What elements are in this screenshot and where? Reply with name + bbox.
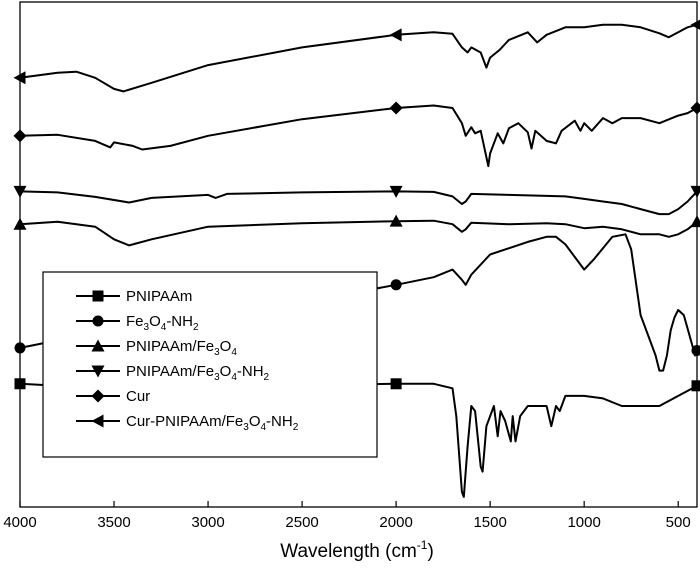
- x-axis-title: Wavelength (cm-1): [280, 538, 434, 562]
- series-5-marker-0: [13, 71, 26, 85]
- legend-marker-0: [92, 290, 104, 302]
- legend: PNIPAAmFe3O4-NH2PNIPAAm/Fe3O4PNIPAAm/Fe3…: [42, 271, 378, 458]
- legend-label-1-part-0: Fe: [126, 313, 144, 330]
- legend-label-0: PNIPAAm: [126, 288, 192, 305]
- legend-marker-3: [91, 365, 105, 378]
- legend-label-4: Cur: [126, 388, 150, 405]
- series-4-marker-0: [13, 129, 27, 143]
- legend-marker-5: [91, 414, 104, 428]
- series-2-marker-2: [690, 215, 700, 228]
- legend-label-1-part-3: 4: [161, 322, 167, 333]
- series-4-marker-1: [389, 101, 403, 115]
- series-0-marker-0: [14, 378, 26, 390]
- legend-label-3-part-1: 3: [214, 372, 220, 383]
- series-2-marker-1: [389, 214, 403, 227]
- x-tick-label-2000: 2000: [379, 514, 412, 531]
- series-line-3: [19, 190, 698, 216]
- legend-label-3-part-5: 2: [264, 372, 270, 383]
- legend-box: [42, 271, 378, 458]
- series-3-marker-0: [13, 185, 27, 198]
- legend-label-3-part-2: O: [220, 363, 232, 380]
- legend-label-1-part-2: O: [149, 313, 161, 330]
- series-1-marker-1: [390, 279, 402, 291]
- series-2-marker-0: [13, 217, 27, 230]
- series-line-4: [19, 104, 698, 168]
- x-tick-label-4000: 4000: [3, 514, 36, 531]
- series-1-marker-2: [691, 344, 700, 356]
- x-axis-title-sup: -1: [417, 538, 428, 552]
- series-5-marker-2: [690, 19, 700, 30]
- series-line-5: [19, 23, 698, 93]
- x-axis-title-main: Wavelength (cm: [280, 541, 417, 562]
- legend-marker-1: [92, 315, 104, 327]
- series-0-marker-2: [691, 380, 700, 392]
- x-tick-label-1000: 1000: [567, 514, 600, 531]
- legend-label-5-part-2: O: [249, 413, 261, 430]
- series-3-marker-2: [690, 185, 700, 198]
- x-axis: 4000 3500 3000 2500 2000 1500 1000 500: [3, 501, 691, 531]
- legend-label-2-part-1: 3: [214, 347, 220, 358]
- legend-label-3-part-0: PNIPAAm/Fe: [126, 363, 214, 380]
- legend-label-2: PNIPAAm/Fe3O4: [126, 338, 237, 358]
- legend-label-1: Fe3O4-NH2: [126, 313, 199, 333]
- x-axis-title-end: ): [427, 541, 433, 562]
- legend-marker-4: [91, 389, 105, 403]
- x-tick-label-3500: 3500: [97, 514, 130, 531]
- series-5-marker-1: [389, 28, 402, 42]
- legend-label-3-part-4: -NH: [237, 363, 264, 380]
- legend-label-5-part-3: 4: [260, 422, 266, 433]
- legend-label-3-part-3: 4: [231, 372, 237, 383]
- legend-label-2-part-0: PNIPAAm/Fe: [126, 338, 214, 355]
- legend-label-1-part-4: -NH: [166, 313, 193, 330]
- legend-label-1-part-1: 3: [144, 322, 150, 333]
- x-tick-label-1500: 1500: [473, 514, 506, 531]
- legend-label-5: Cur-PNIPAAm/Fe3O4-NH2: [126, 413, 299, 433]
- legend-label-5-part-5: 2: [293, 422, 299, 433]
- legend-label-3: PNIPAAm/Fe3O4-NH2: [126, 363, 270, 383]
- series-1-marker-0: [14, 342, 26, 354]
- legend-label-1-part-5: 2: [193, 322, 199, 333]
- legend-label-4-part-0: Cur: [126, 388, 150, 405]
- legend-marker-2: [91, 339, 105, 352]
- legend-label-2-part-3: 4: [231, 347, 237, 358]
- x-tick-label-500: 500: [666, 514, 691, 531]
- legend-label-5-part-0: Cur-PNIPAAm/Fe: [126, 413, 243, 430]
- legend-label-2-part-2: O: [220, 338, 232, 355]
- x-tick-label-3000: 3000: [191, 514, 224, 531]
- series-layer: [13, 19, 700, 498]
- series-3-marker-1: [389, 185, 403, 198]
- x-tick-label-2500: 2500: [285, 514, 318, 531]
- series-line-2: [19, 219, 698, 247]
- plot-frame: [19, 1, 698, 508]
- series-0-marker-1: [390, 378, 402, 390]
- legend-label-5-part-1: 3: [243, 422, 249, 433]
- legend-label-0-part-0: PNIPAAm: [126, 288, 192, 305]
- legend-label-5-part-4: -NH: [266, 413, 293, 430]
- series-4-marker-2: [690, 101, 700, 115]
